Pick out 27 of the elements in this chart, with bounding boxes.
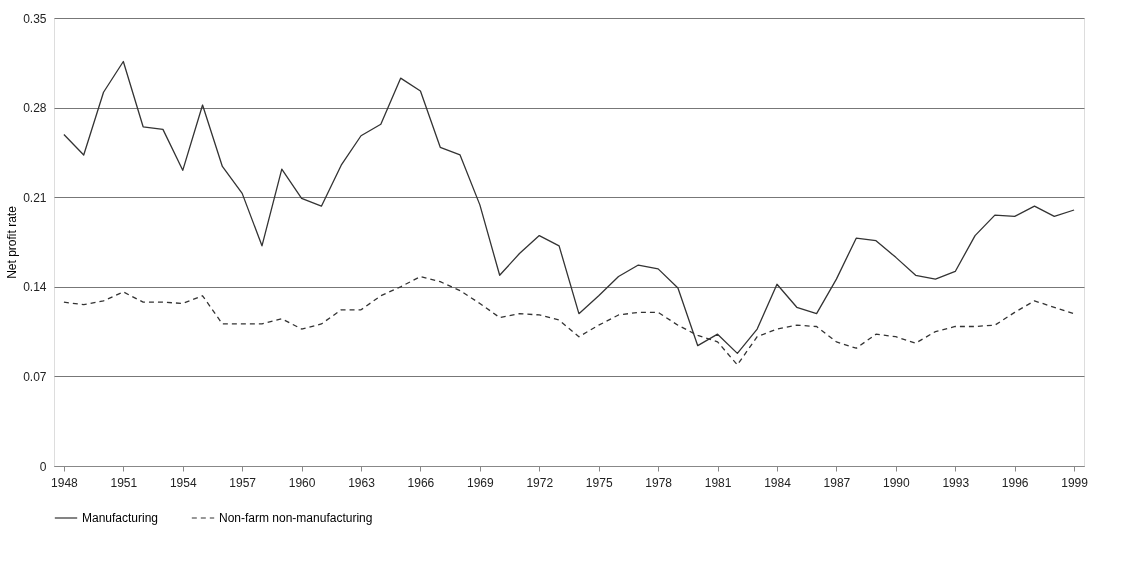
y-tick-label: 0.07 <box>23 369 47 384</box>
x-tick-label: 1957 <box>229 475 257 490</box>
x-tick-label: 1954 <box>169 475 197 490</box>
x-tick-label: 1951 <box>110 475 138 490</box>
x-tick-label: 1999 <box>1061 475 1089 490</box>
x-tick-label: 1984 <box>764 475 792 490</box>
y-axis-title: Net profit rate <box>5 205 20 279</box>
legend-label: Non-farm non-manufacturing <box>219 511 373 525</box>
y-tick-label: 0.14 <box>23 280 47 295</box>
x-tick-label: 1969 <box>467 475 495 490</box>
y-tick-label: 0 <box>39 459 47 474</box>
x-tick-label: 1963 <box>348 475 376 490</box>
x-tick-label: 1975 <box>585 475 613 490</box>
x-tick-label: 1960 <box>288 475 316 490</box>
x-tick-label: 1981 <box>704 475 732 490</box>
x-tick-label: 1987 <box>823 475 851 490</box>
x-tick-label: 1966 <box>407 475 435 490</box>
x-tick-label: 1993 <box>942 475 970 490</box>
x-tick-label: 1978 <box>645 475 673 490</box>
x-tick-label: 1996 <box>1001 475 1029 490</box>
y-tick-label: 0.28 <box>23 101 47 116</box>
y-tick-label: 0.21 <box>23 190 47 205</box>
legend-label: Manufacturing <box>82 511 159 525</box>
y-tick-label: 0.35 <box>23 11 47 26</box>
x-tick-label: 1972 <box>526 475 554 490</box>
x-tick-label: 1948 <box>51 475 79 490</box>
x-tick-label: 1990 <box>882 475 910 490</box>
